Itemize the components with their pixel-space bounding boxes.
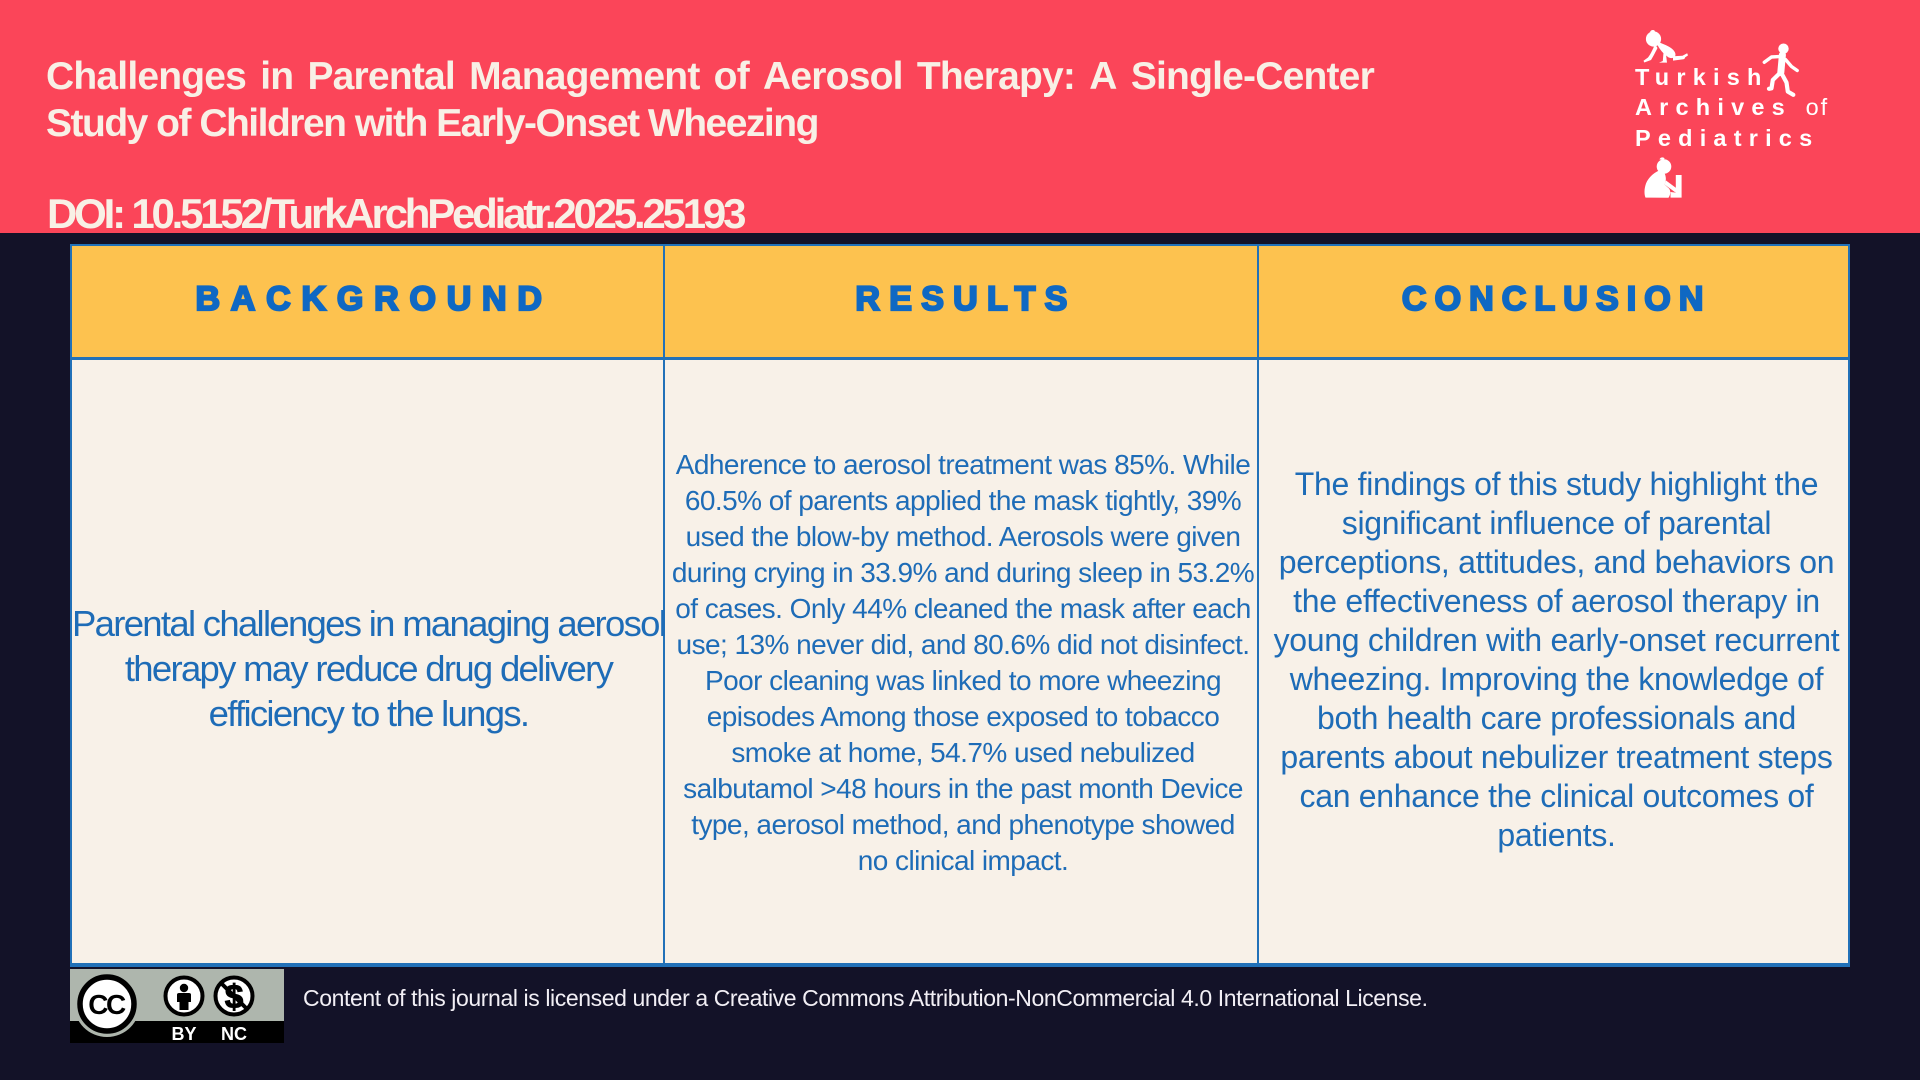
svg-text:BY: BY	[171, 1024, 196, 1043]
svg-text:NC: NC	[221, 1024, 247, 1043]
svg-text:CC: CC	[88, 989, 126, 1020]
